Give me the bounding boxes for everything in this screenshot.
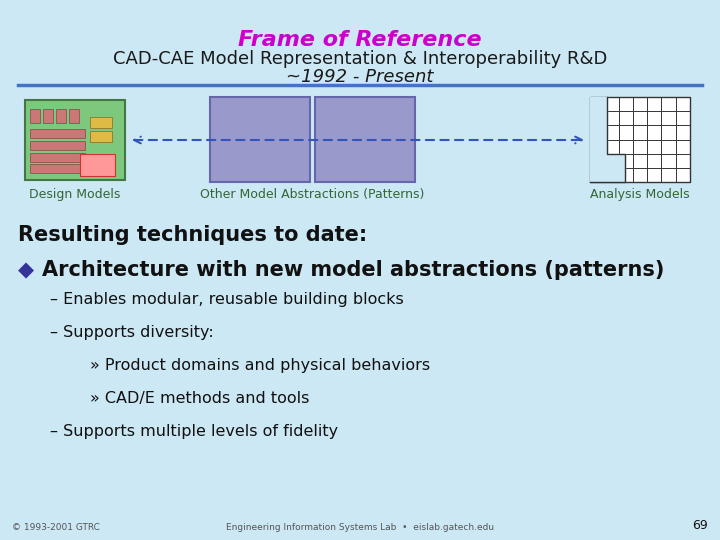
FancyBboxPatch shape — [43, 109, 53, 123]
FancyBboxPatch shape — [30, 153, 85, 162]
FancyBboxPatch shape — [30, 164, 85, 173]
Text: Frame of Reference: Frame of Reference — [238, 30, 482, 50]
FancyBboxPatch shape — [80, 154, 115, 176]
Text: Analysis Models: Analysis Models — [590, 188, 690, 201]
Polygon shape — [590, 97, 625, 182]
Text: Architecture with new model abstractions (patterns): Architecture with new model abstractions… — [42, 260, 665, 280]
FancyBboxPatch shape — [210, 97, 310, 182]
FancyBboxPatch shape — [30, 141, 85, 150]
Text: – Supports diversity:: – Supports diversity: — [50, 325, 214, 340]
Text: – Supports multiple levels of fidelity: – Supports multiple levels of fidelity — [50, 424, 338, 439]
Text: Resulting techniques to date:: Resulting techniques to date: — [18, 225, 367, 245]
FancyBboxPatch shape — [25, 100, 125, 180]
FancyBboxPatch shape — [590, 97, 690, 182]
Text: CAD-CAE Model Representation & Interoperability R&D: CAD-CAE Model Representation & Interoper… — [113, 50, 607, 68]
Text: ◆: ◆ — [18, 260, 34, 280]
Text: © 1993-2001 GTRC: © 1993-2001 GTRC — [12, 523, 100, 532]
Text: ~1992 - Present: ~1992 - Present — [287, 68, 433, 86]
Text: » CAD/E methods and tools: » CAD/E methods and tools — [90, 391, 310, 406]
Text: » Product domains and physical behaviors: » Product domains and physical behaviors — [90, 358, 430, 373]
Text: Engineering Information Systems Lab  •  eislab.gatech.edu: Engineering Information Systems Lab • ei… — [226, 523, 494, 532]
FancyBboxPatch shape — [315, 97, 415, 182]
Text: Design Models: Design Models — [30, 188, 121, 201]
FancyBboxPatch shape — [90, 131, 112, 142]
Text: Other Model Abstractions (Patterns): Other Model Abstractions (Patterns) — [200, 188, 425, 201]
Text: 69: 69 — [692, 519, 708, 532]
FancyBboxPatch shape — [90, 117, 112, 128]
FancyBboxPatch shape — [69, 109, 79, 123]
FancyBboxPatch shape — [30, 129, 85, 138]
FancyBboxPatch shape — [56, 109, 66, 123]
Text: – Enables modular, reusable building blocks: – Enables modular, reusable building blo… — [50, 292, 404, 307]
FancyBboxPatch shape — [30, 109, 40, 123]
